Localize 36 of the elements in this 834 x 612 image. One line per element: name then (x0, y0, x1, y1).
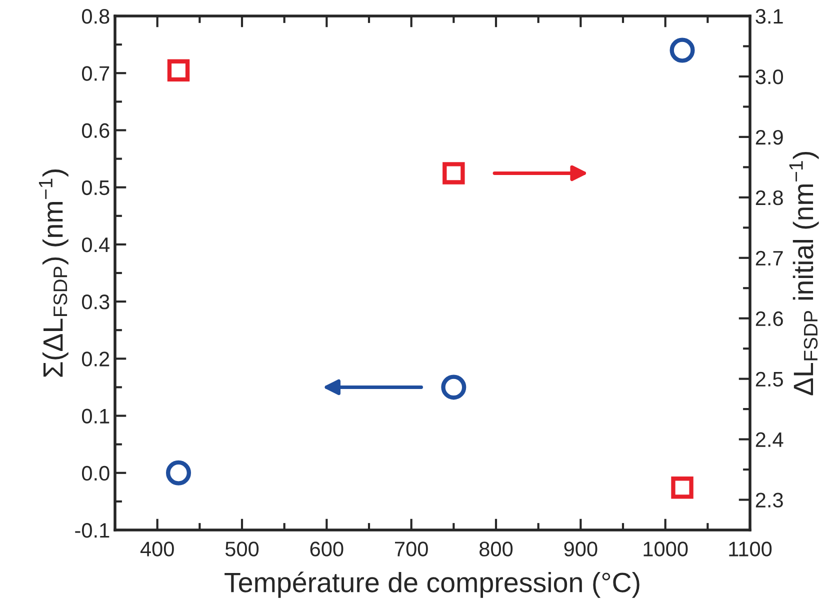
y2-tick-label: 2.5 (756, 372, 783, 387)
x-tick-label: 1100 (729, 542, 772, 556)
y2-tick-label: 2.8 (756, 190, 783, 206)
y-tick-label: 0.8 (82, 9, 110, 24)
y-tick-label: 0.1 (82, 408, 110, 424)
x-tick-label: 400 (140, 542, 174, 556)
point (441, 374, 466, 400)
x-tick-label: 600 (310, 542, 344, 556)
y2-tick-label: 3.1 (756, 9, 783, 24)
y2-tick-label: 2.6 (756, 311, 783, 326)
point (670, 38, 695, 63)
y2-tick-label: 3.0 (756, 69, 784, 84)
x-axis-title: Température de compression (°C) (224, 572, 640, 598)
y-tick-label: 0.6 (82, 123, 110, 138)
y-tick-label: -0.1 (75, 523, 110, 538)
y-tick-label: 0.3 (82, 294, 110, 310)
y-tick-label: 0.7 (82, 66, 110, 81)
point (671, 476, 694, 499)
y-tick-label: 0.2 (82, 352, 110, 366)
y2-tick-label: 2.4 (756, 432, 784, 447)
y2-tick-label: 2.9 (756, 130, 783, 145)
y-tick-label: 0.0 (82, 466, 110, 481)
x-tick-label: 1000 (644, 542, 688, 556)
y-axis-title: Σ(ΔL$_{FSDP}$) (nm$^{−1}$) (38, 170, 68, 377)
y-tick-label: 0.5 (82, 180, 110, 196)
point (167, 59, 190, 82)
y2-tick-label: 2.3 (756, 492, 783, 508)
point (442, 162, 465, 184)
x-tick-label: 500 (225, 542, 259, 556)
x-tick-label: 700 (395, 542, 428, 556)
x-tick-label: 800 (480, 542, 513, 556)
x-tick-label: 900 (564, 542, 598, 556)
y2-axis-title: ΔL$_{FSDP}$ initial (nm$^{−1}$) (789, 152, 819, 396)
point (166, 460, 191, 486)
y2-tick-label: 2.7 (756, 250, 783, 266)
y-tick-label: 0.4 (82, 237, 110, 252)
